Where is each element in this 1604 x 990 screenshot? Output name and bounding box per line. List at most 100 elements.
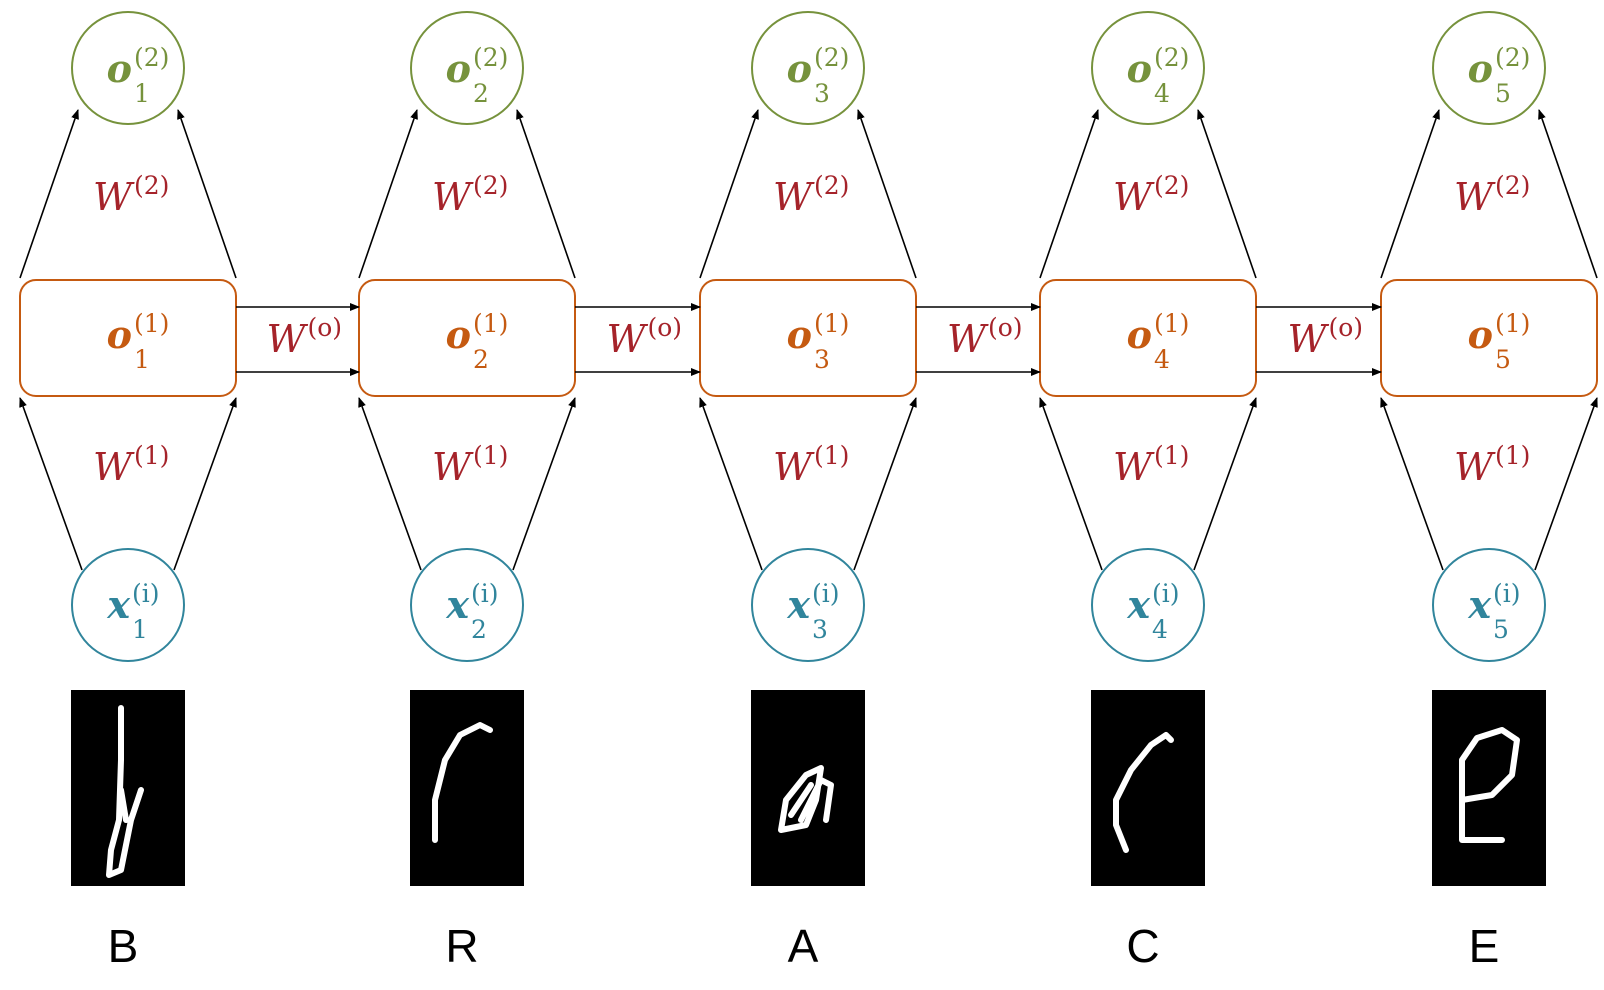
hidden-label-superscript: (1)	[473, 309, 508, 338]
recurrent-weight-superscript: (o)	[988, 313, 1023, 342]
hidden-label-superscript: (1)	[814, 309, 849, 338]
up-weight-symbol: W	[1454, 175, 1496, 219]
arrow	[174, 398, 236, 570]
handwriting-image	[410, 690, 524, 886]
arrow	[20, 398, 82, 570]
arrow	[1535, 398, 1597, 570]
input-label-subscript: 2	[471, 615, 487, 644]
arrow	[1194, 398, 1256, 570]
output-label-symbol: o	[787, 46, 812, 91]
arrow	[359, 110, 417, 278]
output-label-symbol: o	[107, 46, 132, 91]
recurrent-weight-superscript: (o)	[308, 313, 343, 342]
output-label-subscript: 3	[814, 79, 830, 108]
hidden-label-subscript: 1	[134, 345, 150, 374]
input-label-symbol: x	[1467, 582, 1492, 627]
arrow	[359, 398, 421, 570]
recurrent-weight-symbol: W	[1287, 317, 1329, 361]
handwriting-image	[1091, 690, 1205, 886]
output-label-subscript: 1	[134, 79, 150, 108]
arrow	[178, 110, 236, 278]
hidden-label-symbol: o	[1468, 312, 1493, 357]
input-label-subscript: 3	[812, 615, 828, 644]
in-weight-symbol: W	[1454, 445, 1496, 489]
recurrent-weight-symbol: W	[947, 317, 989, 361]
up-weight-superscript: (2)	[1495, 171, 1530, 200]
letter-label: R	[445, 920, 478, 972]
input-label-symbol: x	[106, 582, 131, 627]
output-label-superscript: (2)	[814, 43, 849, 72]
hidden-label-symbol: o	[107, 312, 132, 357]
output-label-symbol: o	[446, 46, 471, 91]
in-weight-superscript: (1)	[1154, 441, 1189, 470]
handwriting-image	[1432, 690, 1546, 886]
input-label-symbol: x	[786, 582, 811, 627]
arrow	[517, 110, 575, 278]
hidden-label-superscript: (1)	[1495, 309, 1530, 338]
up-weight-symbol: W	[773, 175, 815, 219]
in-weight-symbol: W	[93, 445, 135, 489]
arrow	[1381, 110, 1439, 278]
up-weight-symbol: W	[93, 175, 135, 219]
output-label-superscript: (2)	[1495, 43, 1530, 72]
hidden-label-symbol: o	[446, 312, 471, 357]
letter-label: B	[108, 920, 139, 972]
input-label-symbol: x	[445, 582, 470, 627]
in-weight-superscript: (1)	[473, 441, 508, 470]
arrow	[1539, 110, 1597, 278]
input-label-superscript: (i)	[812, 579, 840, 608]
in-weight-symbol: W	[432, 445, 474, 489]
in-weight-symbol: W	[1113, 445, 1155, 489]
up-weight-superscript: (2)	[814, 171, 849, 200]
input-label-subscript: 5	[1493, 615, 1509, 644]
input-label-superscript: (i)	[1493, 579, 1521, 608]
input-label-subscript: 4	[1152, 615, 1168, 644]
hidden-label-subscript: 2	[473, 345, 489, 374]
in-weight-superscript: (1)	[1495, 441, 1530, 470]
arrow	[513, 398, 575, 570]
hidden-label-subscript: 4	[1154, 345, 1170, 374]
handwriting-image	[751, 690, 865, 886]
output-label-superscript: (2)	[134, 43, 169, 72]
recurrent-weight-symbol: W	[266, 317, 308, 361]
arrow	[700, 110, 758, 278]
recurrent-weight-symbol: W	[606, 317, 648, 361]
up-weight-superscript: (2)	[473, 171, 508, 200]
up-weight-symbol: W	[1113, 175, 1155, 219]
arrow	[1040, 398, 1102, 570]
in-weight-symbol: W	[773, 445, 815, 489]
input-label-superscript: (i)	[132, 579, 160, 608]
input-label-symbol: x	[1126, 582, 1151, 627]
in-weight-superscript: (1)	[814, 441, 849, 470]
output-label-superscript: (2)	[1154, 43, 1189, 72]
diagram: o(2)1W(2)o(1)1W(1)x(i)1Bo(2)2W(2)o(1)2W(…	[0, 0, 1604, 990]
hidden-label-symbol: o	[787, 312, 812, 357]
letter-label: A	[788, 920, 819, 972]
input-label-subscript: 1	[132, 615, 148, 644]
up-weight-symbol: W	[432, 175, 474, 219]
output-label-subscript: 5	[1495, 79, 1511, 108]
arrow	[1198, 110, 1256, 278]
recurrent-weight-superscript: (o)	[648, 313, 683, 342]
output-label-symbol: o	[1127, 46, 1152, 91]
up-weight-superscript: (2)	[1154, 171, 1189, 200]
input-label-superscript: (i)	[1152, 579, 1180, 608]
in-weight-superscript: (1)	[134, 441, 169, 470]
arrow	[700, 398, 762, 570]
hidden-label-subscript: 3	[814, 345, 830, 374]
hidden-label-superscript: (1)	[134, 309, 169, 338]
output-label-subscript: 2	[473, 79, 489, 108]
output-label-superscript: (2)	[473, 43, 508, 72]
output-label-subscript: 4	[1154, 79, 1170, 108]
arrow	[20, 110, 78, 278]
handwriting-image	[71, 690, 185, 886]
up-weight-superscript: (2)	[134, 171, 169, 200]
hidden-label-symbol: o	[1127, 312, 1152, 357]
hidden-label-subscript: 5	[1495, 345, 1511, 374]
output-label-symbol: o	[1468, 46, 1493, 91]
arrow	[858, 110, 916, 278]
input-label-superscript: (i)	[471, 579, 499, 608]
arrow	[1381, 398, 1443, 570]
recurrent-weight-superscript: (o)	[1329, 313, 1364, 342]
letter-label: E	[1469, 920, 1500, 972]
